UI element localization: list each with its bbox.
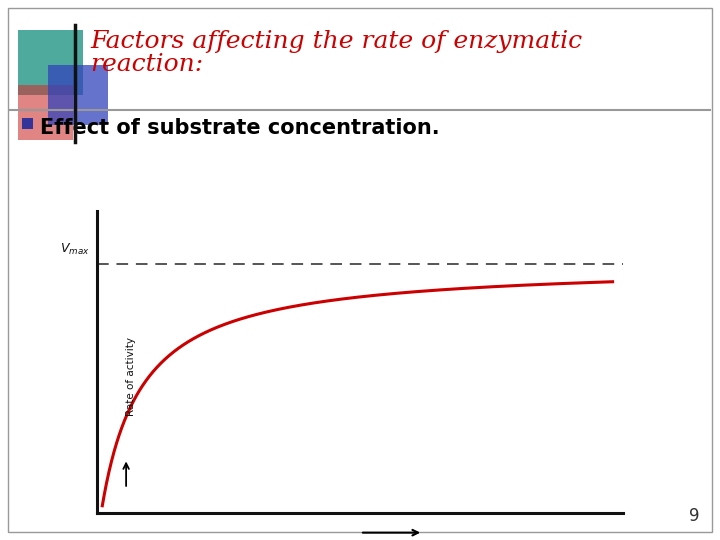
Text: $\mathbf{[S]}$: $\mathbf{[S]}$	[305, 539, 330, 540]
Text: Effect of substrate concentration.: Effect of substrate concentration.	[40, 118, 440, 138]
Bar	[18, 85, 73, 140]
Text: $\mathit{V_{max}}$: $\mathit{V_{max}}$	[60, 241, 89, 256]
Text: Factors affecting the rate of enzymatic: Factors affecting the rate of enzymatic	[90, 30, 582, 53]
Bar	[22, 118, 33, 129]
Bar	[48, 65, 108, 125]
Text: reaction:: reaction:	[90, 53, 203, 76]
Text: Rate of activity: Rate of activity	[126, 338, 136, 416]
Bar	[18, 30, 83, 95]
Text: 9: 9	[690, 507, 700, 525]
